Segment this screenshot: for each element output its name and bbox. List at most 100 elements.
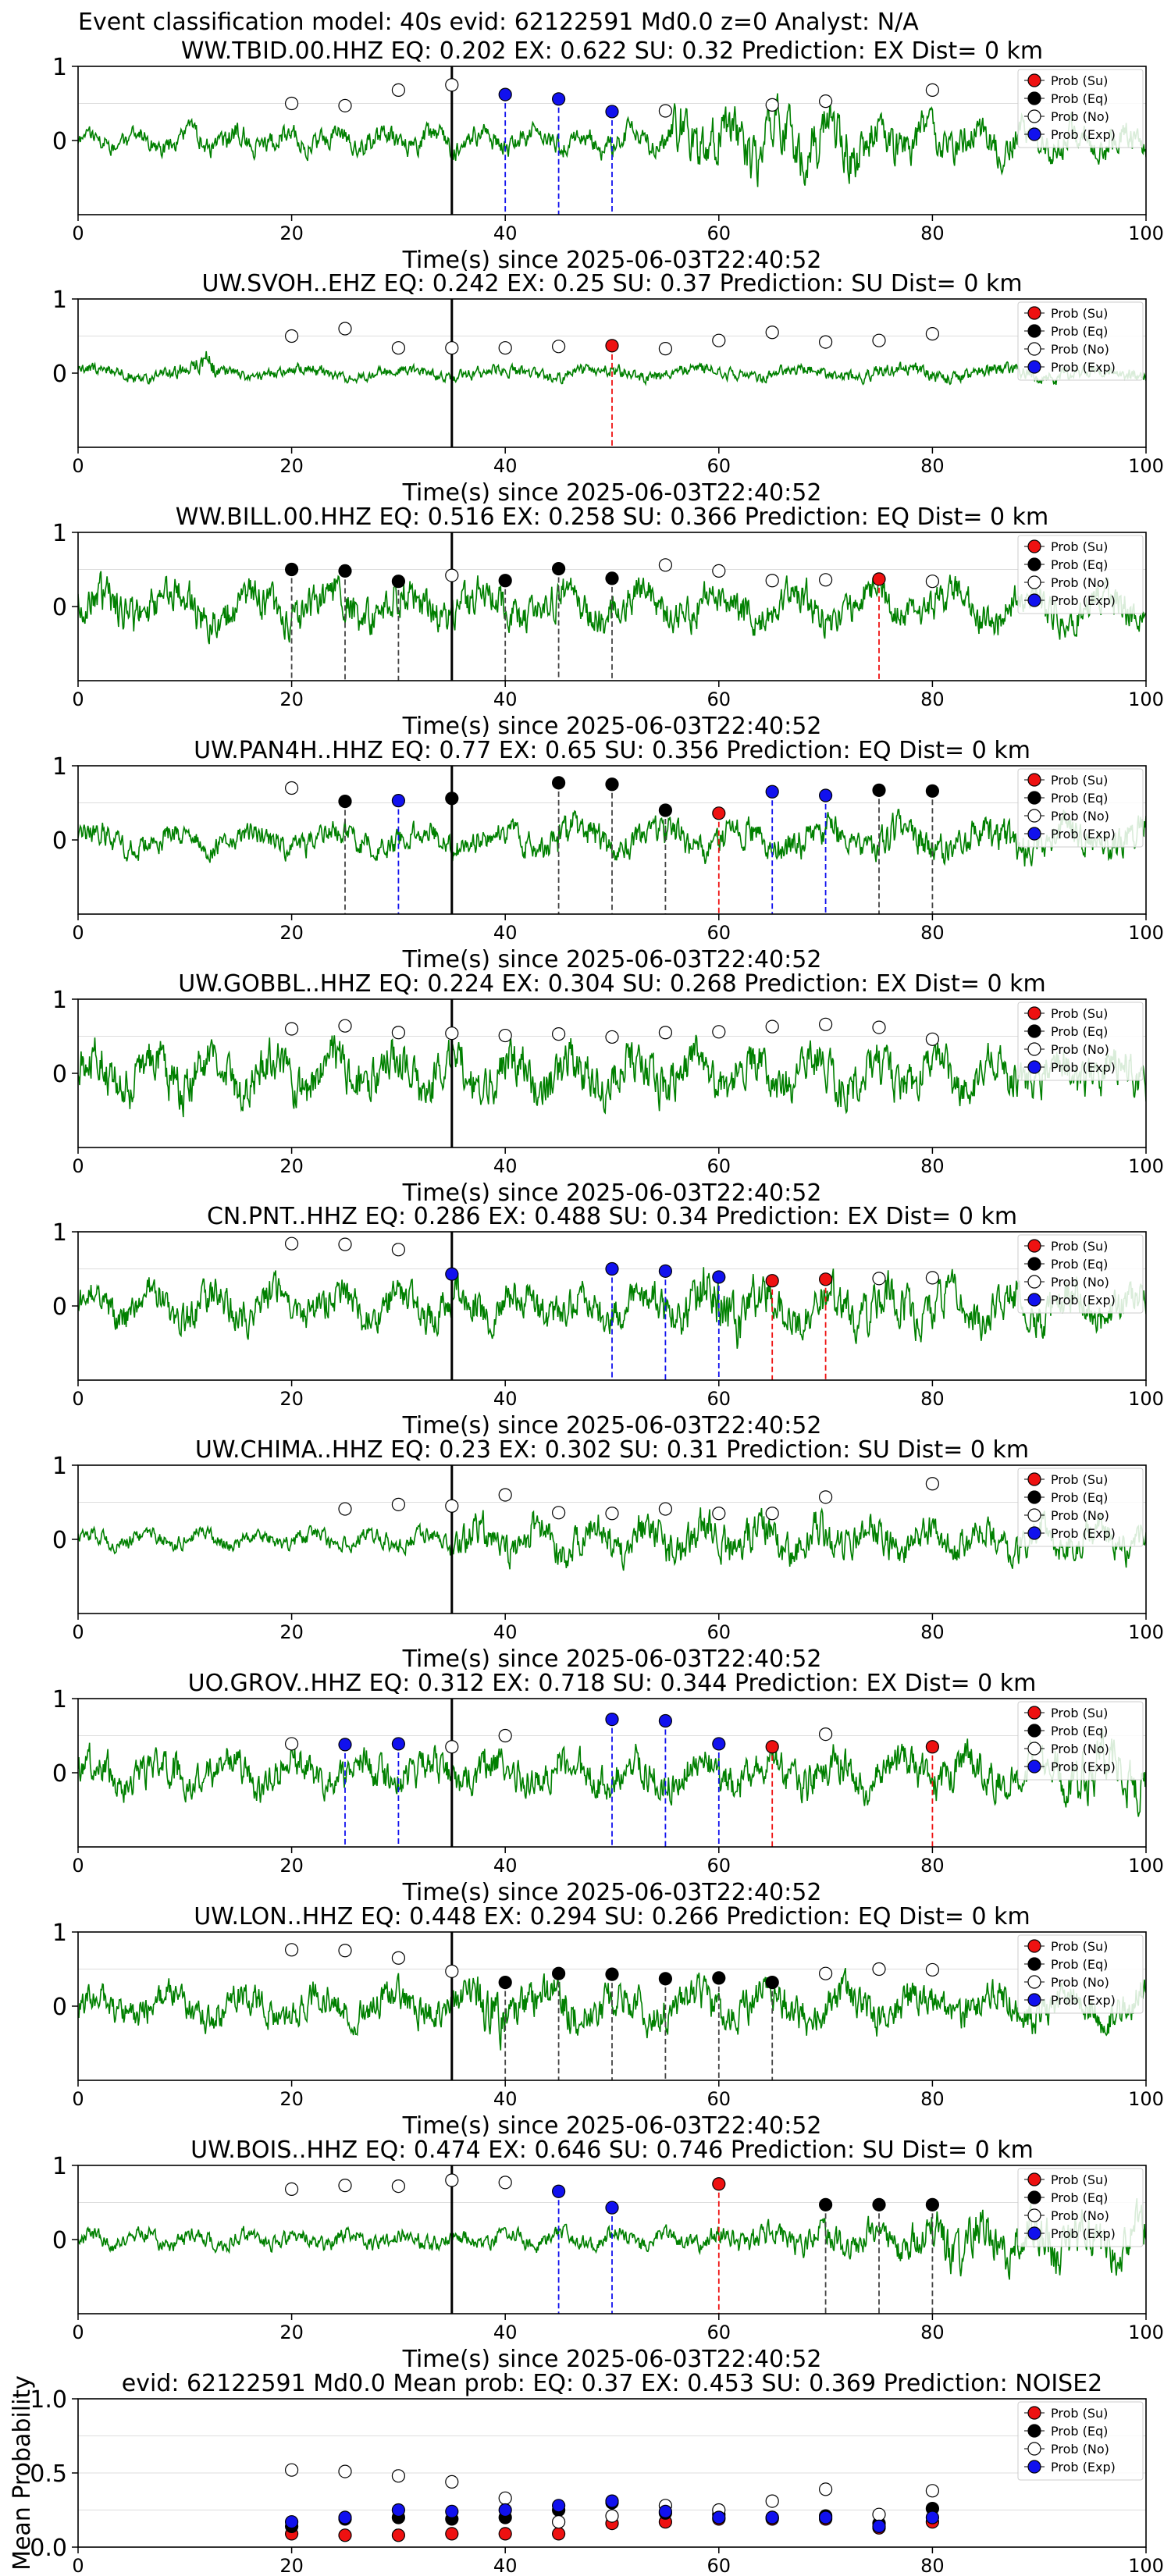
legend-box (1017, 535, 1144, 614)
x-tick-label: 100 (1128, 1155, 1164, 1177)
y-tick-label: 0 (52, 1061, 67, 1088)
prob-marker-eq (818, 2197, 833, 2211)
prob-marker-exp (391, 794, 405, 808)
legend-label: Prob (No) (1051, 1042, 1109, 1057)
prob-marker-no (498, 1028, 512, 1043)
panel-title: evid: 62122591 Md0.0 Mean prob: EQ: 0.37… (122, 2370, 1103, 2397)
legend-label: Prob (Exp) (1051, 2226, 1116, 2241)
x-tick-label: 20 (279, 2088, 304, 2110)
prob-marker-no (818, 335, 833, 349)
prob-marker-exp (605, 2201, 619, 2215)
prob-marker-su (712, 2177, 726, 2191)
prob-marker-no (818, 94, 833, 109)
mean-prob-marker-exp (338, 2510, 352, 2524)
x-axis-label: Time(s) since 2025-06-03T22:40:52 (402, 1646, 822, 1673)
legend-marker (1027, 1508, 1041, 1522)
x-axis-label: Time(s) since 2025-06-03T22:40:52 (402, 946, 822, 973)
prob-marker-no (605, 1030, 619, 1044)
prob-marker-eq (338, 794, 352, 809)
prob-marker-no (498, 2176, 512, 2190)
legend-box (1017, 2401, 1144, 2481)
x-tick-label: 60 (707, 2555, 731, 2576)
x-tick-label: 100 (1128, 922, 1164, 944)
prob-marker-exp (338, 1738, 352, 1752)
prob-marker-eq (551, 1966, 566, 1980)
x-tick-label: 40 (493, 2088, 518, 2110)
legend-marker (1027, 306, 1041, 320)
prob-marker-exp (658, 1713, 673, 1728)
x-axis-label: Time(s) since 2025-06-03T22:40:52 (402, 1179, 822, 1207)
seismic-trace (78, 350, 1146, 386)
legend-label: Prob (Exp) (1051, 827, 1116, 841)
legend-marker (1027, 809, 1041, 823)
x-tick-label: 20 (279, 922, 304, 944)
prob-marker-eq (551, 561, 566, 576)
y-tick-label: 0 (52, 2227, 67, 2254)
y-tick-label: 0 (52, 1293, 67, 1321)
prob-marker-eq (551, 776, 566, 790)
panel-title: UO.GROV..HHZ EQ: 0.312 EX: 0.718 SU: 0.3… (188, 1670, 1037, 1697)
legend-marker (1027, 557, 1041, 571)
legend-label: Prob (Su) (1051, 306, 1108, 321)
mean-prob-marker-no (445, 2475, 459, 2489)
prob-marker-no (391, 1951, 405, 1965)
mean-prob-marker-exp (391, 2503, 405, 2517)
prob-marker-no (658, 1502, 673, 1516)
x-tick-label: 80 (920, 2555, 945, 2576)
mean-prob-marker-exp (498, 2503, 512, 2517)
legend-marker (1027, 1490, 1041, 1504)
prob-marker-exp (605, 105, 619, 119)
prob-marker-no (765, 98, 779, 112)
prob-marker-no (445, 78, 459, 92)
mean-prob-marker-su (338, 2528, 352, 2542)
seismic-trace (78, 1267, 1146, 1349)
legend-label: Prob (Exp) (1051, 1060, 1116, 1075)
mean-prob-marker-exp (765, 2510, 779, 2524)
y-tick-label: 0 (52, 1527, 67, 1554)
legend-marker (1027, 1239, 1041, 1253)
legend-box (1017, 1002, 1144, 1081)
mean-prob-marker-exp (712, 2510, 726, 2524)
prob-marker-eq (285, 562, 299, 577)
prob-marker-eq (391, 575, 405, 589)
x-tick-label: 60 (707, 922, 731, 944)
legend-marker (1027, 1275, 1041, 1289)
seismic-trace (78, 571, 1146, 645)
prob-marker-eq (712, 1971, 726, 1985)
x-tick-label: 100 (1128, 688, 1164, 710)
x-axis-label: Time(s) since 2025-06-03T22:40:52 (402, 2112, 822, 2140)
x-tick-label: 0 (72, 688, 84, 710)
mean-prob-marker-exp (872, 2519, 886, 2533)
prob-marker-eq (658, 1972, 673, 1986)
prob-marker-su (765, 1740, 779, 1754)
legend-label: Prob (Su) (1051, 2172, 1108, 2187)
prob-marker-exp (551, 2184, 566, 2198)
mean-prob-marker-exp (445, 2504, 459, 2518)
prob-marker-no (818, 1966, 833, 1980)
prob-marker-no (925, 1477, 940, 1491)
legend-label: Prob (Su) (1051, 1472, 1108, 1487)
panel-10: UW.BOIS..HHZ EQ: 0.474 EX: 0.646 SU: 0.7… (52, 2137, 1164, 2373)
panel-title: WW.BILL.00.HHZ EQ: 0.516 EX: 0.258 SU: 0… (176, 503, 1049, 531)
x-tick-label: 20 (279, 1621, 304, 1643)
panel-4: UW.PAN4H..HHZ EQ: 0.77 EX: 0.65 SU: 0.35… (52, 737, 1164, 973)
prob-marker-no (285, 781, 299, 795)
panel-11: evid: 62122591 Md0.0 Mean prob: EQ: 0.37… (9, 2370, 1164, 2576)
x-tick-label: 60 (707, 2322, 731, 2343)
legend-label: Prob (No) (1051, 2208, 1109, 2223)
x-axis-label: Time(s) since 2025-06-03T22:40:52 (402, 2346, 822, 2373)
legend-label: Prob (No) (1051, 2442, 1109, 2457)
prob-marker-eq (872, 2197, 886, 2211)
legend-label: Prob (Eq) (1051, 1024, 1108, 1039)
mean-prob-marker-exp (818, 2510, 833, 2524)
legend-label: Prob (No) (1051, 575, 1109, 590)
x-tick-label: 0 (72, 2555, 84, 2576)
y-tick-label: 1 (52, 1686, 67, 1713)
legend-label: Prob (Exp) (1051, 593, 1116, 608)
legend-label: Prob (No) (1051, 1742, 1109, 1756)
legend-label: Prob (Exp) (1051, 127, 1116, 142)
x-tick-label: 60 (707, 688, 731, 710)
x-tick-label: 0 (72, 1855, 84, 1877)
x-tick-label: 60 (707, 222, 731, 244)
legend-box (1017, 1701, 1144, 1781)
